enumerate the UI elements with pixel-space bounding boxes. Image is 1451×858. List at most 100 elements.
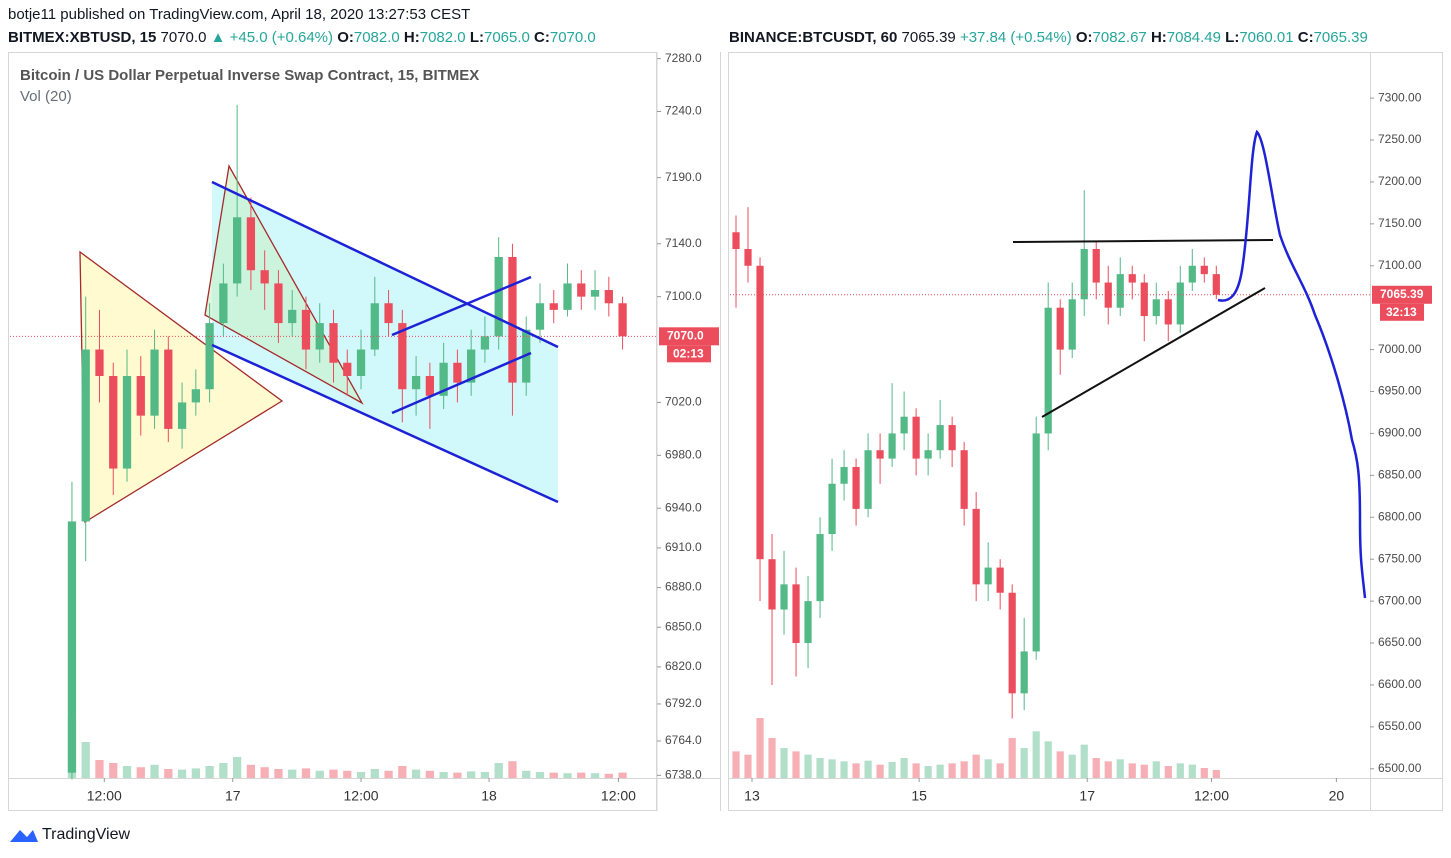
y-tick-label: 6700.00 <box>1378 593 1422 607</box>
change: ▲ +45.0 (+0.64%) <box>210 29 334 46</box>
y-tick-label: 7000.00 <box>1378 342 1422 356</box>
channel-fill <box>212 182 558 502</box>
y-tick-label: 6940.0 <box>665 500 702 514</box>
y-tick-label: 6550.00 <box>1378 719 1422 733</box>
candle-body <box>840 466 848 484</box>
candle-body <box>467 349 476 383</box>
y-tick-label: 7190.0 <box>665 170 702 184</box>
volume-bar <box>343 770 352 778</box>
drawings <box>211 129 1367 599</box>
volume-bar <box>984 759 992 778</box>
candle-body <box>888 433 896 459</box>
candle-body <box>1092 249 1100 283</box>
ohlc-label: L: <box>469 29 484 46</box>
candle-body <box>1104 282 1112 308</box>
candle-body <box>260 270 269 284</box>
candle-body <box>744 249 752 266</box>
volume-bar <box>205 766 214 778</box>
candle-body <box>81 349 90 522</box>
volume-bar <box>439 772 448 778</box>
triangle <box>79 250 284 524</box>
countdown-box <box>667 345 711 363</box>
candle-body <box>852 466 860 509</box>
x-tick-label: 12:00 <box>87 788 122 804</box>
resistance-line <box>1012 239 1274 243</box>
candle-body <box>912 416 920 459</box>
header: botje11 published on TradingView.com, Ap… <box>8 6 471 23</box>
candle-body <box>804 601 812 644</box>
channel-line <box>211 343 559 504</box>
candle-body <box>370 303 379 350</box>
candle-body <box>900 416 908 434</box>
volume-bar <box>219 763 228 778</box>
y-tick-label: 7150.00 <box>1378 216 1422 230</box>
y-tick-label: 6900.00 <box>1378 426 1422 440</box>
candle-body <box>411 375 421 390</box>
volume-bar <box>864 760 872 778</box>
x-tick-label: 17 <box>225 788 241 804</box>
candle-body <box>398 323 407 390</box>
volume-bar <box>535 772 545 778</box>
candle-body <box>67 521 77 773</box>
y-tick-label: 6800.00 <box>1378 509 1422 523</box>
volume-bar <box>960 761 968 778</box>
volume-bar <box>816 758 824 778</box>
volume-bar <box>756 718 764 778</box>
volume-bar <box>136 767 145 778</box>
candle-body <box>1044 307 1052 434</box>
volume-bar <box>494 763 503 778</box>
candle-body <box>1188 265 1196 283</box>
volume-bar <box>1200 768 1208 778</box>
candle-body <box>864 450 872 509</box>
candle-body <box>1080 249 1088 300</box>
volume-bar <box>398 766 407 778</box>
candle-body <box>136 375 145 416</box>
y-tick-label: 6792.0 <box>665 696 702 710</box>
y-tick-label: 6750.00 <box>1378 551 1422 565</box>
volume-bar <box>480 772 490 778</box>
volume-bar <box>301 768 311 778</box>
ohlc-value: 7082.67 <box>1092 29 1147 46</box>
last-price-label: 7070.0 <box>667 328 704 342</box>
candle-body <box>453 362 462 383</box>
volume-bar <box>1104 761 1112 778</box>
y-tick-label: 6820.0 <box>665 659 702 673</box>
volume-bar <box>233 757 242 778</box>
volume-bar <box>590 773 600 778</box>
candle-body <box>315 323 324 350</box>
volume-bar <box>1032 731 1040 778</box>
volume-bar <box>411 769 421 778</box>
ohlc-value: 7084.49 <box>1166 29 1221 46</box>
volume-bar <box>768 738 776 778</box>
candle-body <box>494 256 503 337</box>
last-value: 7070.0 <box>160 29 207 46</box>
countdown: 32:13 <box>1386 305 1417 319</box>
candle-body <box>425 375 434 396</box>
y-tick-label: 6500.00 <box>1378 761 1422 775</box>
candle-body <box>1056 307 1064 350</box>
candle-body <box>604 290 613 304</box>
volume-bar <box>356 772 366 778</box>
candle-body <box>1176 282 1184 325</box>
volume-bar <box>1128 763 1136 778</box>
x-tick-label: 12:00 <box>601 788 636 804</box>
volume-bar <box>840 761 848 778</box>
y-tick-label: 6850.00 <box>1378 468 1422 482</box>
candle-body <box>768 559 776 610</box>
volume-bar <box>274 769 283 778</box>
candle-body <box>828 483 836 535</box>
volume-bar <box>888 762 896 778</box>
y-tick-label: 7200.00 <box>1378 174 1422 188</box>
change: +37.84 (+0.54%) <box>959 29 1072 46</box>
chart-subtitle: Vol (20) <box>20 88 72 105</box>
candle-body <box>508 256 517 383</box>
y-tick-label: 6764.0 <box>665 733 702 747</box>
last-value: 7065.39 <box>901 29 956 46</box>
triangle <box>204 164 364 405</box>
volume-bar <box>1044 741 1052 778</box>
y-tick-label: 7240.0 <box>665 104 702 118</box>
volume-bar <box>1164 766 1172 778</box>
volume-bar <box>912 763 920 778</box>
volume-bar <box>792 751 800 778</box>
